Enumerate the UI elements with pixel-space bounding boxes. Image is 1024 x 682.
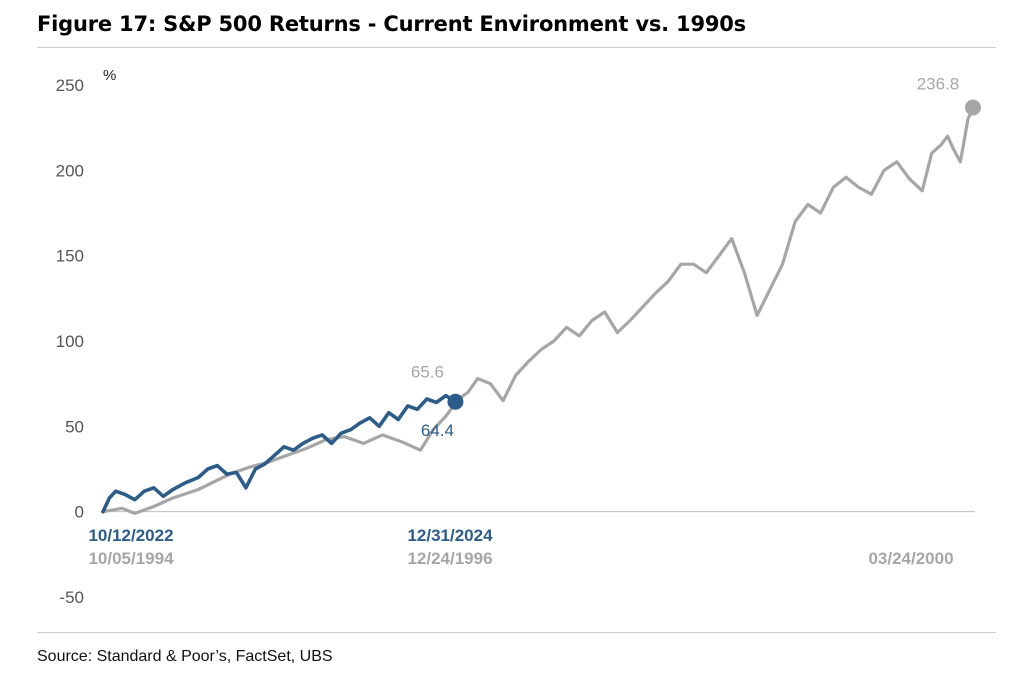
- x-date-label-current-0: 10/12/2022: [88, 526, 173, 545]
- y-tick-label-50: 50: [65, 417, 84, 436]
- x-date-label-nineties-0: 10/05/1994: [88, 549, 174, 568]
- x-date-label-nineties-2: 03/24/2000: [868, 549, 953, 568]
- chart-area: 250 200 150 100 50 0 -50% 236.8 65.6 64.4 10/12/20…: [0, 47, 1024, 632]
- series-end-marker-current: [447, 393, 464, 410]
- series-line-nineties: [101, 105, 975, 515]
- source-note: Source: Standard & Poor’s, FactSet, UBS: [37, 648, 333, 665]
- line-chart: 250 200 150 100 50 0 -50% 236.8 65.6 64.4 10/12/20…: [56, 67, 981, 607]
- data-label-65-6: 65.6: [411, 363, 444, 382]
- y-tick-label-neg50: -50: [59, 588, 84, 607]
- data-label-64-4: 64.4: [421, 421, 454, 440]
- footer-divider: [37, 632, 996, 633]
- x-date-label-nineties-1: 12/24/1996: [407, 549, 492, 568]
- series-end-marker-nineties: [965, 99, 981, 116]
- series-line-current: [101, 393, 458, 514]
- data-label-236-8: 236.8: [917, 75, 960, 94]
- chart-title: Figure 17: S&P 500 Returns - Current Env…: [37, 12, 746, 36]
- title-divider: [37, 47, 996, 48]
- y-tick-label-200: 200: [56, 161, 84, 180]
- y-tick-label-150: 150: [56, 247, 84, 266]
- y-tick-label-0: 0: [75, 503, 84, 522]
- y-tick-label-250: 250: [56, 76, 84, 95]
- y-axis-label: %: [103, 67, 116, 84]
- x-date-label-current-1: 12/31/2024: [407, 526, 493, 545]
- y-tick-label-100: 100: [56, 332, 84, 351]
